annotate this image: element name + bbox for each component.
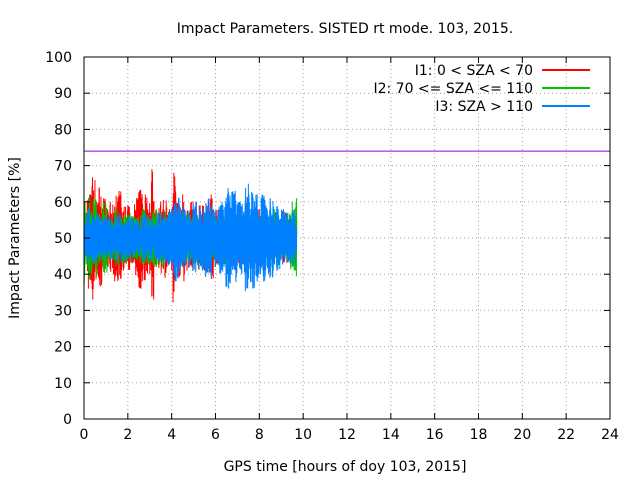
x-tick-label-12: 24 bbox=[601, 427, 619, 443]
y-tick-label-3: 30 bbox=[54, 303, 72, 319]
x-tick-label-7: 14 bbox=[382, 427, 400, 443]
y-axis-ticks: 0 10 20 30 40 50 60 70 80 90 100 bbox=[45, 50, 610, 428]
x-tick-label-1: 2 bbox=[123, 427, 132, 443]
x-tick-label-4: 8 bbox=[255, 427, 264, 443]
y-tick-label-5: 50 bbox=[54, 231, 72, 247]
x-tick-label-5: 10 bbox=[294, 427, 312, 443]
x-tick-label-8: 16 bbox=[426, 427, 444, 443]
y-tick-label-0: 0 bbox=[63, 412, 72, 428]
x-tick-label-11: 22 bbox=[557, 427, 575, 443]
y-tick-label-2: 20 bbox=[54, 340, 72, 356]
x-tick-label-6: 12 bbox=[338, 427, 356, 443]
y-tick-label-9: 90 bbox=[54, 86, 72, 102]
x-tick-label-2: 4 bbox=[167, 427, 176, 443]
legend-label-i2: I2: 70 <= SZA <= 110 bbox=[373, 81, 533, 97]
chart-title: Impact Parameters. SISTED rt mode. 103, … bbox=[177, 21, 513, 37]
y-tick-label-7: 70 bbox=[54, 159, 72, 175]
series-group bbox=[83, 169, 298, 303]
y-tick-label-8: 80 bbox=[54, 122, 72, 138]
x-axis-label: GPS time [hours of doy 103, 2015] bbox=[224, 459, 467, 475]
x-tick-label-3: 6 bbox=[211, 427, 220, 443]
legend: I1: 0 < SZA < 70 I2: 70 <= SZA <= 110 I3… bbox=[373, 63, 590, 115]
y-tick-label-1: 10 bbox=[54, 376, 72, 392]
x-tick-label-9: 18 bbox=[470, 427, 488, 443]
x-axis-ticks: 0 2 4 6 8 10 12 14 16 18 20 22 24 bbox=[80, 57, 619, 443]
y-tick-label-6: 60 bbox=[54, 195, 72, 211]
legend-label-i3: I3: SZA > 110 bbox=[435, 99, 533, 115]
legend-label-i1: I1: 0 < SZA < 70 bbox=[415, 63, 533, 79]
y-tick-label-10: 100 bbox=[45, 50, 72, 66]
y-axis-label: Impact Parameters [%] bbox=[7, 157, 23, 319]
y-tick-label-4: 40 bbox=[54, 267, 72, 283]
x-tick-label-10: 20 bbox=[513, 427, 531, 443]
x-tick-label-0: 0 bbox=[80, 427, 89, 443]
